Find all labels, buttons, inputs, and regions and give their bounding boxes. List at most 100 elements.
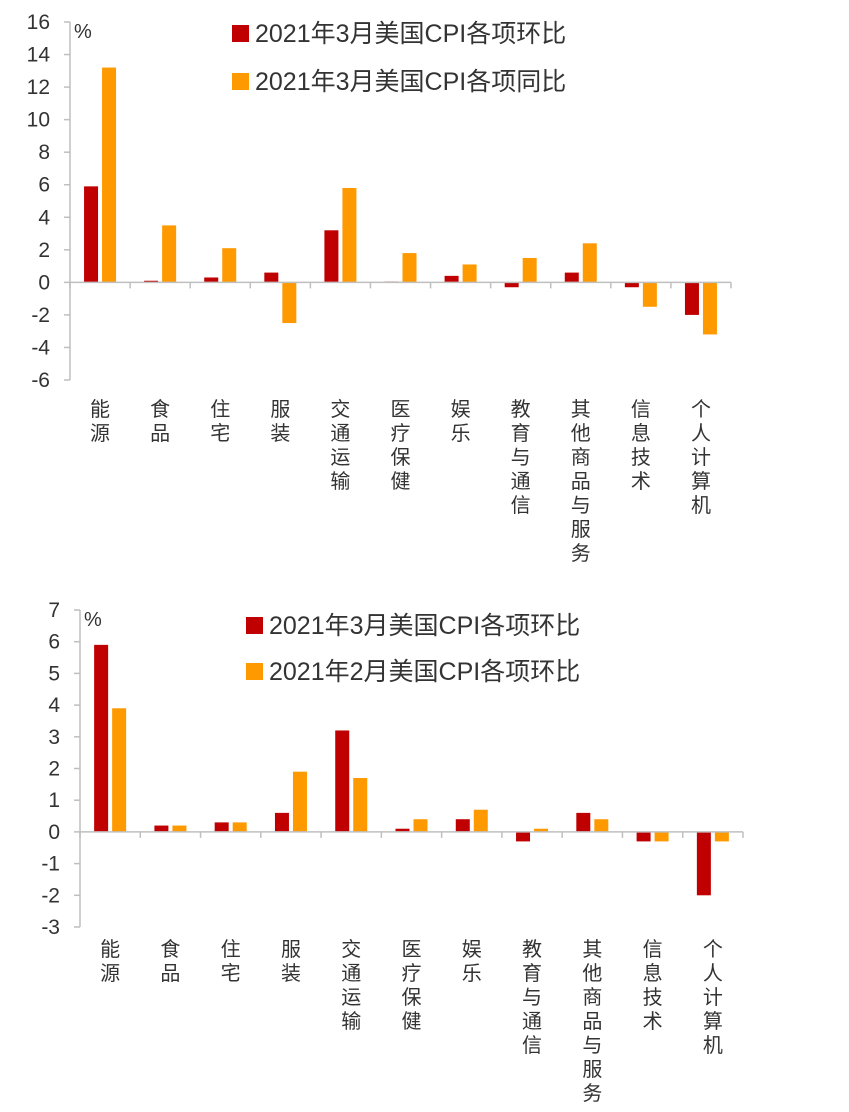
bar-s2-其他商品与服务 [582, 243, 597, 283]
bar-s2-服装 [282, 282, 297, 324]
bar-s1-能源 [94, 644, 109, 832]
bar-s2-能源 [102, 67, 117, 283]
y-unit-label: % [74, 21, 92, 43]
bar-s1-信息技术 [624, 282, 639, 288]
bar-s2-食品 [172, 825, 187, 832]
bar-s1-能源 [84, 186, 99, 283]
bar-s2-交通运输 [342, 187, 357, 283]
bars [84, 67, 717, 335]
bar-s1-食品 [154, 825, 169, 832]
bar-s2-教育与通信 [534, 828, 549, 832]
bar-s2-娱乐 [462, 264, 477, 283]
legend-label: 2021年3月美国CPI各项同比 [255, 68, 566, 96]
y-tick-label: 5 [48, 662, 60, 685]
x-category-label: 服装 [281, 937, 301, 985]
x-category-label: 食品 [150, 397, 170, 445]
y-tick-label: 16 [27, 11, 50, 34]
x-category-label: 个人计算机 [691, 397, 711, 517]
bar-s2-住宅 [222, 248, 237, 283]
bar-s2-教育与通信 [522, 257, 537, 283]
bar-s1-住宅 [214, 822, 229, 832]
x-category-label: 医疗保健 [402, 937, 422, 1033]
y-tick-label: 0 [38, 271, 50, 294]
bar-s2-信息技术 [642, 282, 657, 307]
y-tick-label: 10 [27, 109, 50, 132]
y-tick-label: 14 [27, 44, 51, 67]
bar-s1-教育与通信 [504, 282, 519, 288]
bar-s2-食品 [162, 225, 177, 283]
y-tick-label: 1 [48, 789, 60, 812]
x-category-label: 娱乐 [451, 397, 471, 445]
bar-s1-交通运输 [324, 230, 339, 283]
bar-s2-娱乐 [473, 809, 488, 832]
x-category-label: 其他商品与服务 [571, 397, 591, 565]
x-category-label: 能源 [100, 937, 120, 985]
bar-s1-医疗保健 [395, 828, 410, 832]
y-tick-label: -2 [31, 304, 50, 327]
x-category-label: 服装 [270, 397, 290, 445]
bar-s2-个人计算机 [714, 831, 729, 842]
legend-swatch [232, 25, 249, 42]
bars [94, 644, 729, 896]
legend: 2021年3月美国CPI各项环比 2021年3月美国CPI各项同比 [232, 20, 566, 96]
bar-s2-住宅 [232, 822, 247, 832]
x-category-label: 住宅 [210, 397, 230, 445]
bar-s1-住宅 [204, 277, 219, 283]
bar-s1-其他商品与服务 [564, 272, 579, 283]
chart-cpi-mom-compare: 7 6 5 4 3 2 1 0 -1 -2 -3% 能源 食品 住宅 服装 交通运输 医疗保健 娱乐 教育与通信 其他… [0, 590, 849, 1112]
legend-swatch [246, 663, 263, 680]
legend-label: 2021年3月美国CPI各项环比 [269, 612, 580, 640]
y-tick-label: 4 [48, 694, 60, 717]
bar-s1-交通运输 [335, 730, 350, 832]
y-tick-label: 6 [48, 631, 60, 654]
y-tick-label: -4 [31, 336, 50, 359]
bar-s1-服装 [274, 812, 289, 832]
bar-s2-医疗保健 [402, 253, 417, 283]
bar-s1-食品 [144, 280, 159, 283]
legend-swatch [232, 73, 249, 90]
y-tick-label: 12 [27, 76, 50, 99]
legend: 2021年3月美国CPI各项环比 2021年2月美国CPI各项环比 [246, 612, 580, 686]
x-category-label: 交通运输 [330, 397, 350, 493]
bar-s2-信息技术 [654, 831, 669, 842]
bar-s1-个人计算机 [684, 282, 699, 315]
y-tick-label: -6 [31, 369, 50, 392]
bar-s2-交通运输 [353, 778, 368, 832]
x-category-label: 交通运输 [341, 937, 361, 1033]
bar-s1-其他商品与服务 [576, 812, 591, 832]
bar-s2-能源 [112, 708, 127, 832]
y-tick-label: 7 [48, 599, 60, 622]
bar-s1-娱乐 [455, 819, 470, 832]
y-tick-label: 8 [38, 141, 50, 164]
bar-s2-服装 [292, 771, 307, 832]
y-tick-label: -1 [41, 853, 60, 876]
y-unit-label: % [84, 609, 102, 631]
y-tick-label: 2 [38, 239, 50, 262]
bar-s1-服装 [264, 272, 279, 283]
x-category-label: 教育与通信 [522, 937, 542, 1057]
x-category-label: 其他商品与服务 [582, 937, 602, 1105]
x-category-label: 能源 [90, 397, 110, 445]
x-category-label: 信息技术 [631, 397, 651, 493]
x-category-label: 信息技术 [643, 937, 663, 1033]
y-ticks: 7 6 5 4 3 2 1 0 -1 -2 -3 [41, 599, 80, 939]
y-tick-label: 3 [48, 726, 60, 749]
y-tick-label: 4 [38, 206, 50, 229]
y-tick-label: 0 [48, 821, 60, 844]
y-tick-label: -3 [41, 916, 60, 939]
bar-s1-信息技术 [636, 831, 651, 842]
y-ticks: 16 14 12 10 8 6 4 2 0 -2 -4 -6 [27, 11, 70, 392]
bar-s1-娱乐 [444, 275, 459, 283]
x-category-label: 食品 [160, 937, 180, 985]
legend-label: 2021年3月美国CPI各项环比 [255, 20, 566, 48]
x-category-label: 医疗保健 [391, 397, 411, 493]
x-category-label: 个人计算机 [703, 937, 723, 1057]
y-tick-label: 2 [48, 758, 60, 781]
bar-s1-个人计算机 [696, 831, 711, 896]
y-tick-label: -2 [41, 884, 60, 907]
y-tick-label: 6 [38, 174, 50, 197]
chart-cpi-mom-yoy: 16 14 12 10 8 6 4 2 0 -2 -4 -6% 能源 食品 住宅 服装 交通运输 医疗保健 娱乐 教育… [27, 11, 732, 565]
x-category-label: 住宅 [221, 937, 241, 985]
